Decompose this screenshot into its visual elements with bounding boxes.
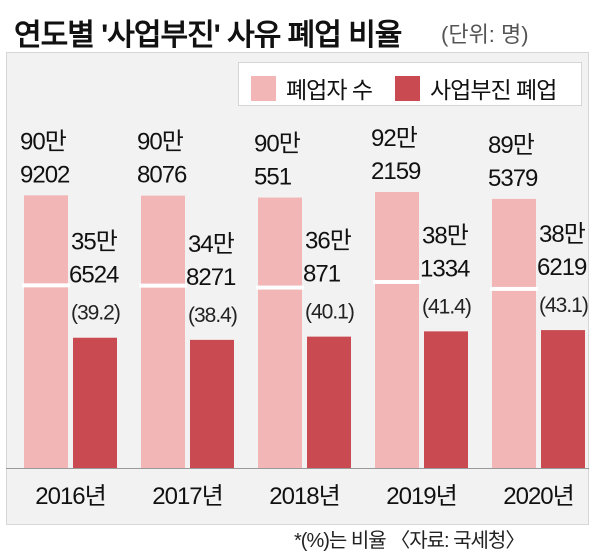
category-label: 2020년 (503, 483, 573, 510)
data-label-ratio: (41.4) (422, 295, 471, 318)
data-label-slump-rest: 1334 (420, 255, 470, 282)
data-label-total-man: 90만 (20, 128, 67, 155)
category-label: 2018년 (269, 483, 339, 510)
bar-total (492, 198, 536, 468)
data-label-slump-man: 35만 (71, 229, 118, 256)
data-label-total-man: 89만 (488, 132, 535, 159)
category-label: 2019년 (386, 483, 456, 510)
legend-label-total: 폐업자 수 (286, 77, 373, 103)
bar-slump (424, 331, 468, 468)
data-label-total-rest: 9202 (20, 161, 70, 188)
bar-total-divider (139, 283, 187, 288)
bar-total-divider (373, 280, 421, 284)
bar-slump (190, 339, 234, 468)
legend-swatch-slump (395, 75, 420, 101)
bar-total (141, 195, 185, 468)
data-label-total-man: 90만 (137, 129, 184, 156)
bar-total (375, 192, 419, 468)
bar-total-divider (490, 286, 538, 291)
data-label-slump-rest: 6524 (69, 262, 119, 289)
data-label-ratio: (38.4) (188, 304, 237, 327)
data-label-slump-rest: 871 (303, 261, 341, 288)
data-label-total-rest: 551 (254, 164, 292, 191)
data-label-ratio: (39.2) (71, 302, 120, 325)
data-label-slump-man: 38만 (422, 222, 469, 249)
data-label-slump-rest: 8271 (186, 264, 236, 291)
data-label-total-man: 90만 (254, 131, 301, 158)
data-label-slump-man: 36만 (305, 228, 352, 255)
legend-label-slump: 사업부진 폐업 (430, 77, 557, 103)
footnote: *(%)는 비율 〈자료: 국세청〉 (294, 530, 525, 552)
legend: 폐업자 수 사업부진 폐업 (238, 62, 582, 106)
data-label-ratio: (43.1) (539, 294, 588, 317)
bar-slump (541, 330, 585, 468)
legend-item-slump: 사업부진 폐업 (395, 71, 557, 105)
bar-slump (307, 336, 351, 468)
data-label-total-rest: 5379 (488, 165, 538, 192)
legend-swatch-total (251, 75, 276, 101)
data-label-total-rest: 2159 (371, 158, 421, 185)
data-label-slump-rest: 6219 (537, 254, 587, 281)
bar-total (24, 195, 68, 469)
data-label-total-man: 92만 (371, 125, 418, 152)
category-label: 2017년 (152, 483, 222, 510)
category-label: 2016년 (35, 483, 105, 510)
unit-label: (단위: 명) (441, 22, 529, 47)
bar-total (258, 197, 302, 468)
chart-title: 연도별 '사업부진' 사유 폐업 비율 (14, 19, 402, 52)
bar-slump (73, 337, 117, 468)
bar-total-divider (256, 285, 304, 290)
data-label-slump-man: 34만 (188, 231, 235, 258)
data-label-slump-man: 38만 (539, 221, 586, 248)
data-label-ratio: (40.1) (305, 301, 354, 324)
legend-item-total: 폐업자 수 (251, 71, 373, 105)
bar-total-divider (22, 283, 70, 288)
data-label-total-rest: 8076 (137, 162, 187, 189)
